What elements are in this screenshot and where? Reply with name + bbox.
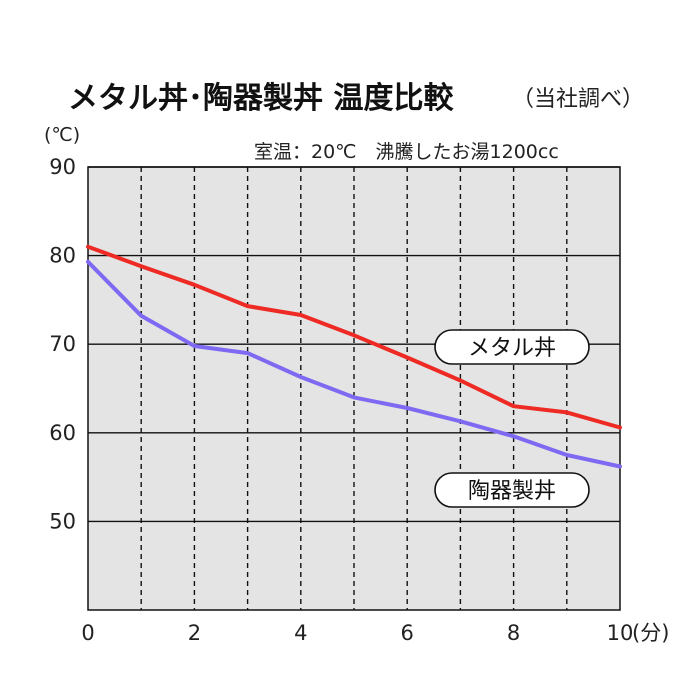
y-axis-unit-label: (℃) <box>44 124 80 146</box>
tick-label-layer: 50 60 70 80 90 0 2 4 6 8 10 <box>49 155 633 645</box>
series-label-box <box>434 329 590 365</box>
series-layer <box>86 244 622 469</box>
y-tick-label: 80 <box>49 244 76 268</box>
x-tick-label: 6 <box>401 621 414 645</box>
x-tick-label: 8 <box>507 621 520 645</box>
conditions-annotation: 室温：20℃ 沸騰したお湯1200cc <box>254 141 559 163</box>
x-tick-label: 4 <box>294 621 307 645</box>
y-tick-label: 60 <box>49 421 76 445</box>
plot-border <box>87 166 621 611</box>
series-label: 陶器製丼 <box>468 479 556 504</box>
x-tick-label: 2 <box>188 621 201 645</box>
chart-title: メタル丼･陶器製丼 温度比較 <box>68 81 454 116</box>
x-tick-label: 10 <box>607 621 634 645</box>
y-tick-label: 90 <box>49 155 76 179</box>
series-line <box>86 259 622 469</box>
x-axis-unit-label: (分) <box>632 621 669 645</box>
x-tick-label: 0 <box>81 621 94 645</box>
series-label: メタル丼 <box>468 336 556 361</box>
series-label-box <box>434 472 590 508</box>
y-tick-label: 70 <box>49 332 76 356</box>
grid-layer <box>88 166 620 610</box>
chart-subtitle: （当社調べ） <box>512 87 644 112</box>
series-line <box>86 244 622 430</box>
y-tick-label: 50 <box>49 509 76 533</box>
